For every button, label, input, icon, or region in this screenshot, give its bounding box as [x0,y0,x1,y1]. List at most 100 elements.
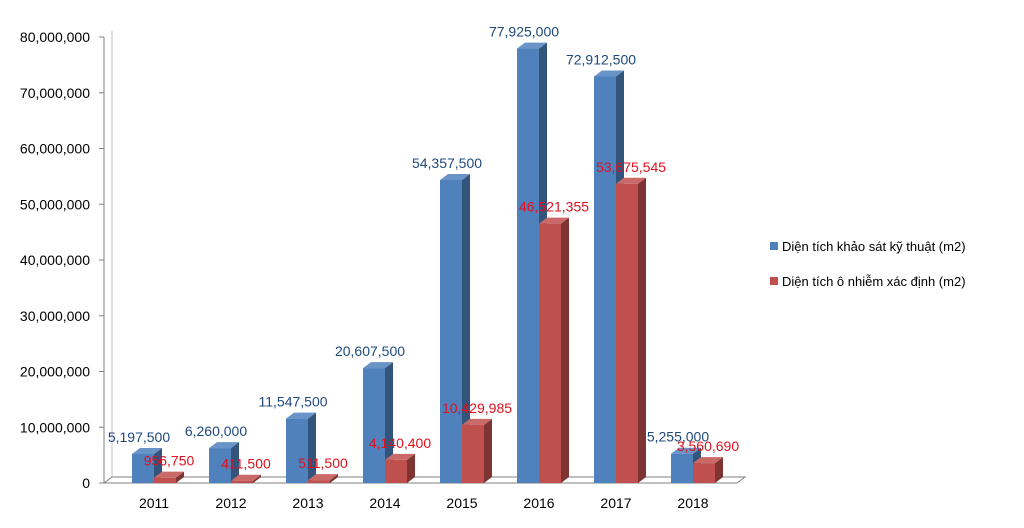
data-label: 11,547,500 [258,394,327,410]
bar [308,474,338,483]
bar-top [517,42,547,49]
legend-swatch-survey [770,242,778,250]
bar-front [671,453,693,483]
bar-front [286,418,308,483]
bar [363,362,393,483]
bar-front [440,179,462,483]
bar-top [154,471,184,478]
bar-front [594,76,616,483]
bar-front [517,48,539,484]
bar-top [440,173,470,180]
x-axis-ticks: 2011 2012 2013 2014 2015 2016 2017 2018 [139,495,709,511]
bar-top [462,418,492,425]
bar-side [176,471,184,483]
legend-label-survey: Diện tích khảo sát kỹ thuật (m2) [782,239,966,254]
bar-front [462,424,484,483]
chart-axes [102,31,747,484]
bar-front [385,459,407,483]
chart-legend: Diện tích khảo sát kỹ thuật (m2) Diện tí… [770,239,966,289]
x-tick-label: 2017 [600,495,631,511]
bar-top [132,448,162,455]
bar-top [539,217,569,224]
bar [286,412,316,483]
data-label: 53,675,545 [596,159,666,175]
x-tick-label: 2014 [369,495,400,511]
bar-top [363,362,393,369]
bar [154,471,184,483]
data-labels: 5,197,500 956,750 6,260,000 411,500 11,547,5… [108,24,739,472]
bar-front [132,454,154,483]
x-tick-label: 2012 [215,495,246,511]
bar-side [330,474,338,483]
data-label: 3,560,690 [677,438,739,454]
y-tick-label: 50,000,000 [20,196,90,212]
bar-top [209,442,239,449]
x-tick-label: 2011 [139,495,169,511]
y-tick-label: 80,000,000 [20,29,90,45]
data-label: 511,500 [298,455,348,471]
y-tick-label: 30,000,000 [20,308,90,324]
bar-top [385,453,415,460]
bar-front [616,183,638,483]
bar [462,418,492,483]
bar [385,453,415,483]
y-tick-label: 0 [82,475,90,491]
bar-top [594,70,624,77]
data-label: 5,197,500 [108,429,170,445]
bar-front [231,480,253,483]
bar-side [308,412,316,483]
bar [539,217,569,484]
data-label: 5,255,000 [647,429,709,445]
legend-swatch-contamination [770,277,778,285]
bar-side [462,173,470,483]
bar-front [693,463,715,483]
bar-side [385,362,393,483]
bar-side [231,442,239,483]
bar-top [671,447,701,454]
bar-front [154,477,176,483]
chart-floor [102,476,747,484]
y-axis-ticks: 0 10,000,000 20,000,000 30,000,000 40,000,00… [20,29,104,491]
x-tick-label: 2013 [292,495,323,511]
data-label: 20,607,500 [335,343,405,359]
data-label: 10,429,985 [442,400,512,416]
bar-front [363,368,385,483]
bar [616,177,646,483]
y-tick-label: 10,000,000 [20,419,90,435]
bar [440,173,470,483]
bar [693,457,723,483]
data-label: 4,140,400 [369,435,431,451]
bar-top [693,457,723,464]
bar-side [407,453,415,483]
data-label: 46,521,355 [519,199,589,215]
bar-side [561,217,569,484]
data-label: 54,357,500 [412,155,482,171]
bar-top [308,474,338,481]
legend-label-contamination: Diện tích ô nhiễm xác định (m2) [782,274,966,289]
bar-side [715,457,723,483]
data-label: 72,912,500 [566,52,636,68]
bar-front [308,480,330,483]
x-tick-label: 2018 [677,495,708,511]
data-label: 411,500 [221,456,271,472]
y-tick-label: 70,000,000 [20,85,90,101]
y-tick-label: 20,000,000 [20,364,90,380]
y-tick-label: 40,000,000 [20,252,90,268]
x-tick-label: 2016 [523,495,554,511]
data-label: 956,750 [144,453,195,469]
chart-bars [132,42,723,484]
bar-side [638,177,646,483]
bar-top [231,474,261,481]
bar [231,474,261,483]
x-tick-label: 2015 [446,495,477,511]
bar-front [209,448,231,483]
data-label: 77,925,000 [489,24,559,40]
bar [209,442,239,483]
bar-top [616,177,646,184]
bar-side [253,474,261,483]
bar-top [286,412,316,419]
y-tick-label: 60,000,000 [20,141,90,157]
bar-side [484,418,492,483]
